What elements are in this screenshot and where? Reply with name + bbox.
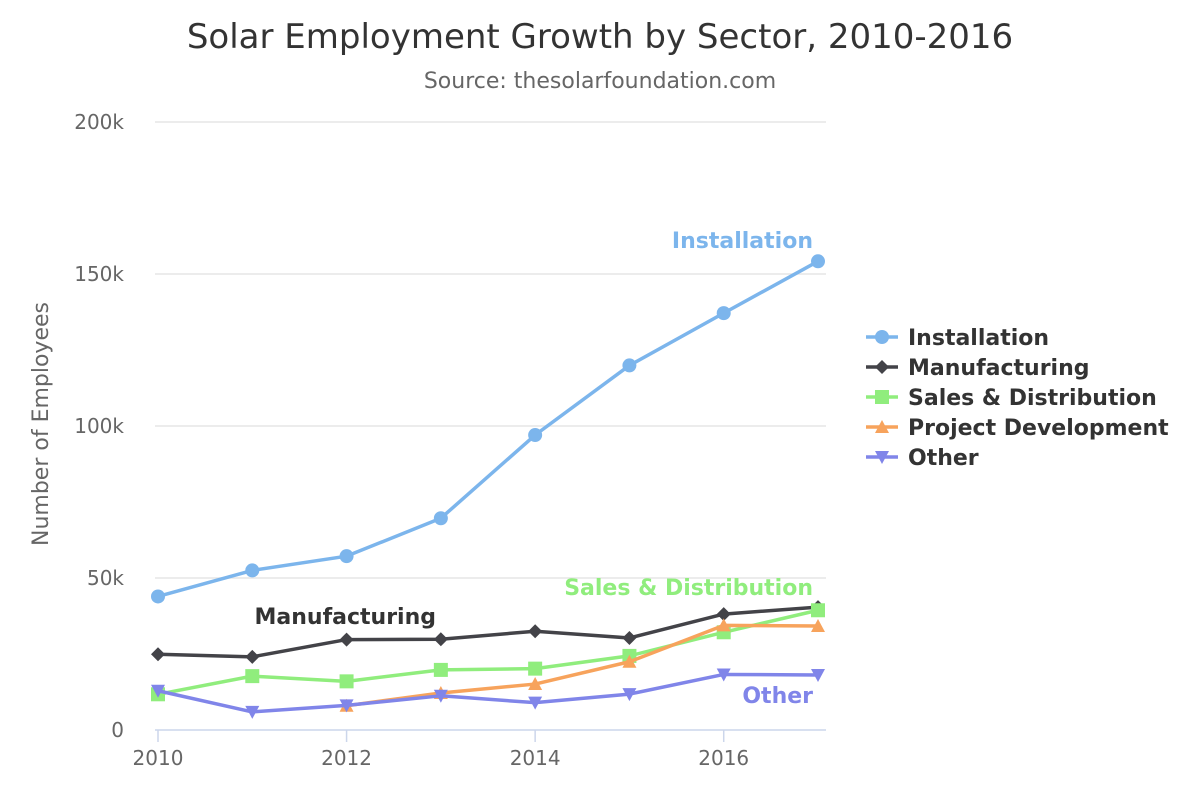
series-line-installation <box>156 259 820 599</box>
chart-subtitle: Source: thesolarfoundation.com <box>424 69 776 94</box>
data-point-other <box>716 668 731 682</box>
data-point-sales-distribution <box>528 661 543 676</box>
legend-label: Sales & Distribution <box>908 386 1157 411</box>
legend-label: Manufacturing <box>908 356 1090 381</box>
grid-lines <box>155 121 826 579</box>
x-axis: 2010 2012 2014 2016 <box>133 729 826 770</box>
legend-item-manufacturing[interactable]: Manufacturing <box>866 356 1090 381</box>
y-tick-label: 100k <box>74 414 124 438</box>
legend-marker-project-development <box>875 420 889 433</box>
data-point-manufacturing <box>622 630 637 645</box>
series-installation <box>151 254 825 604</box>
legend-marker-installation <box>875 330 889 344</box>
x-tick-label: 2014 <box>510 746 561 770</box>
data-point-manufacturing <box>433 632 448 647</box>
y-axis-title: Number of Employees <box>29 302 54 546</box>
data-point-other <box>433 689 448 703</box>
series-label-installation: Installation <box>672 229 813 254</box>
data-point-project-development <box>622 654 637 668</box>
legend-item-installation[interactable]: Installation <box>866 326 1049 351</box>
data-point-installation <box>716 306 731 321</box>
data-point-sales-distribution <box>245 669 260 684</box>
data-point-sales-distribution <box>433 662 448 677</box>
series-line-manufacturing <box>156 605 820 659</box>
x-tick-label: 2012 <box>321 746 372 770</box>
data-point-other <box>339 699 354 713</box>
series-group <box>151 254 825 719</box>
data-point-other <box>151 684 165 698</box>
data-point-other <box>811 668 825 682</box>
data-point-installation <box>433 511 448 526</box>
series-line-other <box>156 672 820 714</box>
series-line-sales-distribution <box>156 608 820 697</box>
data-point-project-development <box>716 618 731 632</box>
series-label-other: Other <box>742 684 813 709</box>
data-point-manufacturing <box>528 624 543 639</box>
series-label-manufacturing: Manufacturing <box>255 605 437 630</box>
legend-marker-sales-distribution <box>875 390 889 404</box>
data-point-manufacturing <box>151 647 165 662</box>
legend: Installation Manufacturing Sales & Distrib… <box>866 326 1169 471</box>
y-tick-label: 50k <box>87 566 124 590</box>
data-point-manufacturing <box>339 632 354 647</box>
x-tick-label: 2016 <box>698 746 749 770</box>
data-point-manufacturing <box>716 607 731 622</box>
data-point-project-development <box>811 618 825 632</box>
legend-marker-other <box>875 451 889 464</box>
legend-item-other[interactable]: Other <box>866 446 979 471</box>
data-point-installation <box>811 254 825 269</box>
data-point-installation <box>339 549 354 564</box>
y-tick-label: 150k <box>74 262 124 286</box>
y-tick-label: 200k <box>74 110 124 134</box>
data-point-sales-distribution <box>811 603 825 618</box>
y-axis-ticks: 0 50k 100k 150k 200k <box>74 110 124 742</box>
legend-item-project-development[interactable]: Project Development <box>866 416 1169 441</box>
data-point-installation <box>151 589 165 604</box>
chart-title: Solar Employment Growth by Sector, 2010-… <box>187 17 1013 57</box>
legend-marker-manufacturing <box>875 360 889 374</box>
x-tick-label: 2010 <box>133 746 184 770</box>
data-point-installation <box>622 358 637 373</box>
legend-label: Project Development <box>908 416 1169 441</box>
data-point-other <box>245 705 260 719</box>
legend-item-sales-distribution[interactable]: Sales & Distribution <box>866 386 1157 411</box>
data-point-installation <box>528 428 543 443</box>
series-labels: Installation Manufacturing Sales & Distrib… <box>255 229 814 709</box>
data-point-sales-distribution <box>339 674 354 689</box>
data-point-other <box>528 696 543 710</box>
y-tick-label: 0 <box>111 718 124 742</box>
series-line-project-development <box>344 623 820 708</box>
legend-label: Other <box>908 446 979 471</box>
data-point-manufacturing <box>245 649 260 664</box>
data-point-other <box>622 688 637 702</box>
data-point-installation <box>245 563 260 578</box>
series-other <box>151 668 825 719</box>
series-label-sales-distribution: Sales & Distribution <box>564 576 813 601</box>
data-point-project-development <box>528 677 543 691</box>
legend-label: Installation <box>908 326 1049 351</box>
